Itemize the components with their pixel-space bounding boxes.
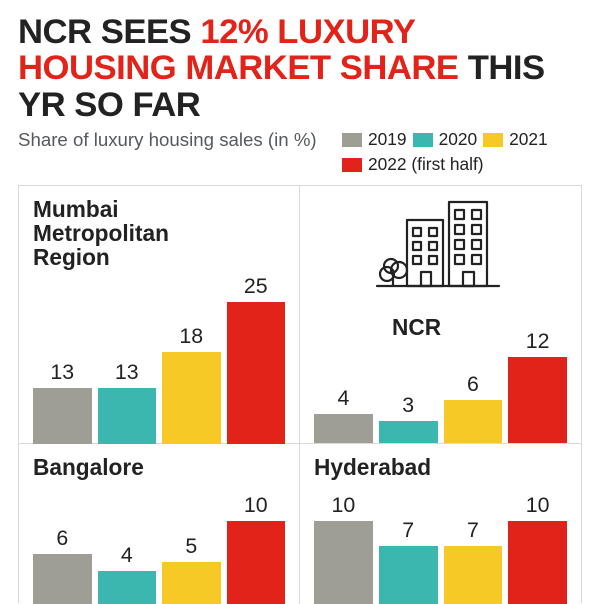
legend-swatch-2021 bbox=[483, 133, 503, 147]
bar-slot: 10 bbox=[508, 493, 567, 604]
panel-title-hyderabad: Hyderabad bbox=[314, 456, 567, 480]
bar-slot: 5 bbox=[162, 534, 221, 604]
bar-value: 7 bbox=[379, 518, 438, 543]
bar-slot: 6 bbox=[444, 372, 503, 443]
bar-value: 18 bbox=[162, 324, 221, 349]
legend-item-2022: 2022 (first half) bbox=[342, 154, 484, 175]
bars-hyderabad: 10 7 7 10 bbox=[314, 484, 567, 604]
bar-slot: 12 bbox=[508, 329, 567, 443]
bar-value: 10 bbox=[227, 493, 286, 518]
bar bbox=[508, 521, 567, 604]
bar-slot: 6 bbox=[33, 526, 92, 604]
bar-value: 7 bbox=[444, 518, 503, 543]
bar-slot: 10 bbox=[227, 493, 286, 604]
subtitle: Share of luxury housing sales (in %) bbox=[18, 129, 317, 151]
legend-swatch-2019 bbox=[342, 133, 362, 147]
legend-item-2021: 2021 bbox=[483, 129, 548, 150]
bar-value: 4 bbox=[98, 543, 157, 568]
bar bbox=[314, 521, 373, 604]
bar-slot: 3 bbox=[379, 393, 438, 443]
panel-hyderabad: Hyderabad 10 7 7 10 bbox=[300, 444, 581, 604]
panel-title-text-mumbai: Mumbai Metropolitan Region bbox=[33, 196, 169, 270]
bar bbox=[379, 421, 438, 443]
bar-value: 4 bbox=[314, 386, 373, 411]
legend-swatch-2022 bbox=[342, 158, 362, 172]
bar-value: 10 bbox=[508, 493, 567, 518]
bar-slot: 10 bbox=[314, 493, 373, 604]
bar bbox=[162, 562, 221, 604]
headline: NCR SEES 12% LUXURY HOUSING MARKET SHARE… bbox=[18, 14, 582, 123]
bar-value: 3 bbox=[379, 393, 438, 418]
legend-item-2019: 2019 bbox=[342, 129, 407, 150]
bars-bangalore: 6 4 5 10 bbox=[33, 484, 285, 604]
bar-value: 5 bbox=[162, 534, 221, 559]
bar-slot: 7 bbox=[444, 518, 503, 604]
legend-label-2020: 2020 bbox=[439, 129, 478, 150]
headline-part1: NCR SEES bbox=[18, 13, 200, 51]
bar bbox=[379, 546, 438, 604]
bar bbox=[444, 546, 503, 604]
bar bbox=[98, 571, 157, 604]
bar-value: 6 bbox=[33, 526, 92, 551]
bar-slot: 4 bbox=[314, 386, 373, 443]
legend-label-2021: 2021 bbox=[509, 129, 548, 150]
chart-grid: Mumbai Metropolitan Region 13 13 18 25 bbox=[18, 185, 582, 603]
bar-slot: 4 bbox=[98, 543, 157, 604]
bar-value: 12 bbox=[508, 329, 567, 354]
bar-value: 13 bbox=[33, 360, 92, 385]
subtitle-legend-row: Share of luxury housing sales (in %) 201… bbox=[18, 129, 582, 175]
panel-title-mumbai: Mumbai Metropolitan Region bbox=[33, 198, 163, 269]
panel-bangalore: Bangalore 6 4 5 10 bbox=[19, 444, 300, 604]
bar bbox=[227, 521, 286, 604]
bar-value: 6 bbox=[444, 372, 503, 397]
bar bbox=[314, 414, 373, 443]
legend-item-2020: 2020 bbox=[413, 129, 478, 150]
bar-value: 25 bbox=[227, 274, 286, 299]
legend-label-2022: 2022 (first half) bbox=[368, 154, 484, 175]
bar bbox=[33, 554, 92, 604]
panel-title-bangalore: Bangalore bbox=[33, 456, 285, 480]
legend-swatch-2020 bbox=[413, 133, 433, 147]
bar bbox=[444, 400, 503, 443]
bar-slot: 7 bbox=[379, 518, 438, 604]
panel-title-ncr: NCR bbox=[392, 316, 441, 340]
legend: 2019 2020 2021 2022 (first half) bbox=[342, 129, 582, 175]
bar bbox=[508, 357, 567, 443]
panel-mumbai: Mumbai Metropolitan Region 13 13 18 25 bbox=[19, 186, 300, 444]
buildings-icon bbox=[371, 192, 511, 292]
bar-value: 13 bbox=[98, 360, 157, 385]
bar-value: 10 bbox=[314, 493, 373, 518]
panel-ncr: NCR 4 3 6 12 bbox=[300, 186, 581, 444]
legend-label-2019: 2019 bbox=[368, 129, 407, 150]
